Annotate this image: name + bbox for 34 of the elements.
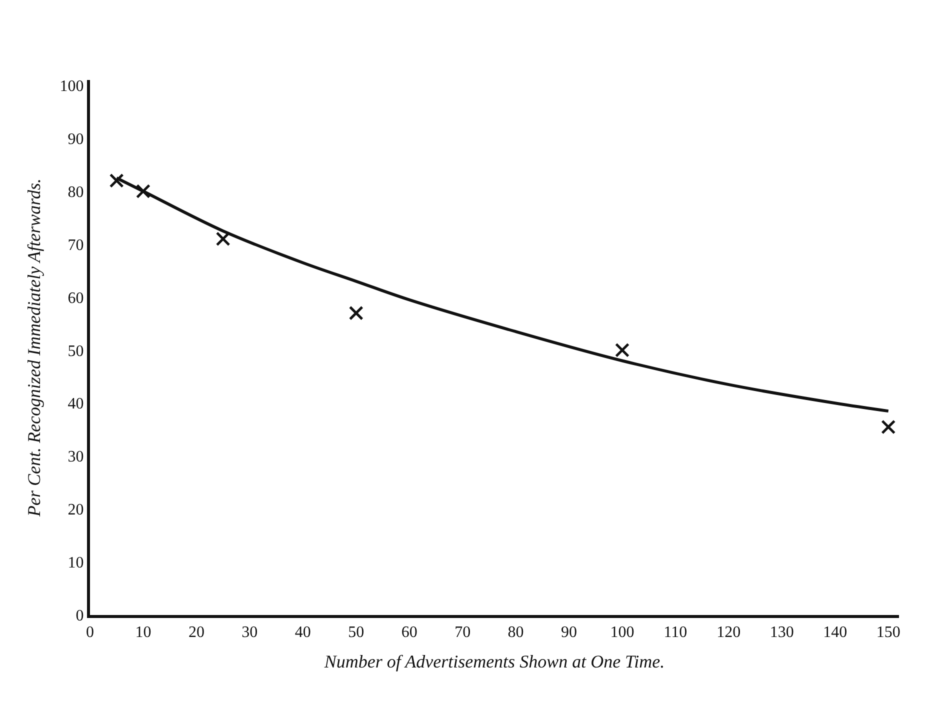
- y-tick-label: 0: [76, 608, 84, 625]
- x-tick-label: 140: [823, 624, 848, 642]
- x-tick-label: 120: [716, 624, 741, 642]
- x-tick-label: 60: [401, 624, 418, 642]
- y-tick-label: 50: [68, 342, 84, 360]
- point: [614, 342, 630, 358]
- y-tick-label: 10: [68, 554, 84, 572]
- y-tick-label: 70: [68, 236, 84, 254]
- point: [136, 184, 150, 198]
- x-tick-label: 30: [242, 624, 258, 642]
- x-tick-label: 40: [294, 624, 311, 642]
- point: [109, 173, 124, 188]
- x-tick-label: 10: [135, 624, 152, 642]
- y-axis-title: Per Cent. Recognized Immediately Afterwards.: [24, 178, 44, 518]
- x-axis-title: Number of Advertisements Shown at One Time.: [323, 651, 665, 672]
- y-tick-label: 80: [68, 184, 84, 201]
- x-tick-label: 70: [454, 624, 471, 642]
- y-tick-label: 20: [68, 502, 84, 519]
- y-tick-label: 40: [68, 396, 84, 413]
- y-tick-label: 30: [68, 448, 84, 466]
- point: [348, 306, 364, 320]
- x-tick-label: 90: [561, 624, 578, 642]
- x-tick-label: 80: [508, 624, 524, 642]
- x-tick-label: 110: [664, 624, 688, 642]
- point: [216, 232, 230, 246]
- x-tick-label: 150: [876, 624, 900, 642]
- y-tick-label: 100: [60, 78, 84, 95]
- y-tick-label: 90: [68, 130, 84, 148]
- x-tick-label: 50: [348, 624, 364, 642]
- x-tick-label: 100: [610, 624, 634, 642]
- point: [881, 420, 896, 434]
- x-tick-label: 130: [770, 624, 794, 642]
- x-tick-label: 20: [188, 624, 204, 642]
- y-tick-label: 60: [68, 290, 84, 307]
